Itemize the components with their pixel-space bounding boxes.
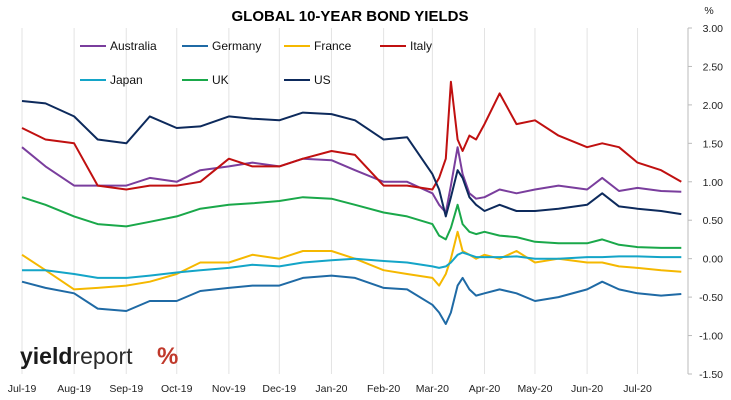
x-tick-label: Jan-20: [315, 383, 347, 395]
series-line-germany: [21, 274, 682, 325]
x-tick-label: Mar-20: [416, 383, 449, 395]
x-tick-label: Feb-20: [367, 383, 400, 395]
legend-item-japan: Japan: [80, 73, 143, 87]
x-tick-label: Jul-19: [8, 383, 37, 395]
legend-label: US: [314, 73, 331, 87]
x-tick-label: Nov-19: [212, 383, 246, 395]
y-tick-label: 0.00: [703, 254, 724, 266]
series-line-australia: [21, 146, 682, 214]
y-tick-label: -1.00: [699, 331, 723, 343]
legend-label: Germany: [212, 39, 261, 53]
y-tick-label: -1.50: [699, 369, 723, 381]
x-axis: Jul-19 Aug-19 Sep-19 Oct-19 Nov-19 Dec-19 Jan-…: [8, 383, 652, 395]
x-tick-label: Dec-19: [262, 383, 296, 395]
y-tick-label: 2.50: [703, 61, 724, 73]
series-line-japan: [22, 251, 682, 279]
series-line-france: [21, 230, 682, 291]
x-tick-label: Apr-20: [469, 383, 501, 395]
legend-label: UK: [212, 73, 229, 87]
series-lines: [21, 80, 682, 325]
series-line-italy: [21, 80, 682, 191]
legend-item-us: US: [284, 73, 331, 87]
x-tick-label: May-20: [517, 383, 552, 395]
x-tick-label: Sep-19: [109, 383, 143, 395]
y-tick-label: 0.50: [703, 215, 724, 227]
y-tick-label: -0.50: [699, 292, 723, 304]
legend-label: Italy: [410, 39, 432, 53]
legend-item-italy: Italy: [380, 39, 432, 53]
y-axis: 3.00 2.50 2.00 1.50 1.00 0.50 0.00 -0.50 -1.00 -1…: [687, 23, 724, 381]
y-axis-unit-label: %: [704, 5, 713, 17]
x-tick-label: Aug-19: [57, 383, 91, 395]
legend-item-germany: Germany: [182, 39, 261, 53]
y-tick-label: 2.00: [703, 100, 724, 112]
series-line-uk: [21, 196, 682, 249]
legend-label: Australia: [110, 39, 157, 53]
yieldreport-logo: yieldreport %: [20, 343, 178, 370]
legend-label: Japan: [110, 73, 143, 87]
logo-percent-symbol: %: [157, 343, 178, 370]
series-line-us: [21, 100, 682, 218]
logo-text-regular: report: [72, 343, 133, 369]
legend-item-uk: UK: [182, 73, 229, 87]
legend: Australia Germany France Italy Japan UK US: [80, 39, 432, 87]
logo-text-bold: yield: [20, 343, 72, 369]
legend-label: France: [314, 39, 352, 53]
chart-title: GLOBAL 10-YEAR BOND YIELDS: [232, 8, 469, 25]
svg-text:yieldreport: yieldreport: [20, 343, 133, 369]
legend-item-france: France: [284, 39, 352, 53]
x-tick-label: Jun-20: [571, 383, 603, 395]
legend-item-australia: Australia: [80, 39, 157, 53]
y-tick-label: 1.50: [703, 138, 724, 150]
y-tick-label: 1.00: [703, 177, 724, 189]
x-tick-label: Jul-20: [623, 383, 652, 395]
x-tick-label: Oct-19: [161, 383, 193, 395]
y-tick-label: 3.00: [703, 23, 724, 35]
